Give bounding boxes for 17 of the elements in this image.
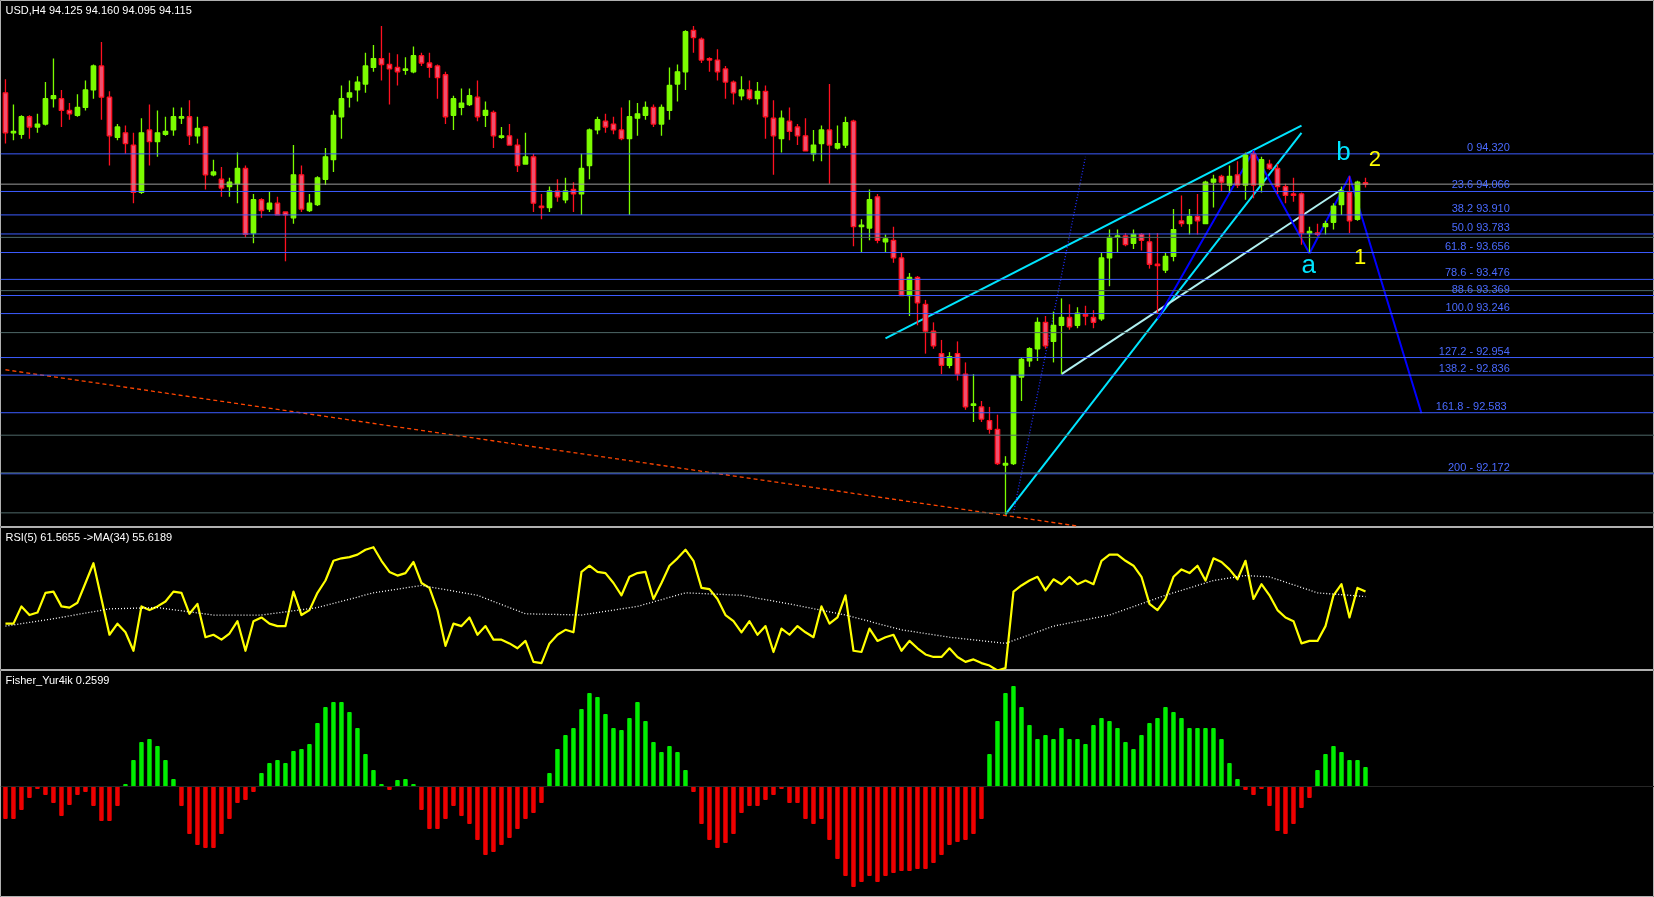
text: 0 94.320 [1466,140,1510,153]
text: 78.6 - 93.476 [1444,266,1510,279]
chart-title: RSI(5) 61.5655 ->MA(34) 55.6189 [5,530,173,543]
text: 23.6 94.066 [1451,178,1510,191]
text: 50.0 93.783 [1451,220,1510,233]
text: 38.2 93.910 [1451,201,1510,214]
annotation: a [1301,249,1317,279]
text: 200 - 92.172 [1448,460,1510,473]
text: 138.2 - 92.836 [1438,362,1510,375]
chart-title: USD,H4 94.125 94.160 94.095 94.115 [5,3,192,16]
text: 100.0 93.246 [1445,300,1510,313]
text: 61.8 - 93.656 [1444,239,1510,252]
text: 161.8 - 92.583 [1435,399,1507,412]
text: 127.2 - 92.954 [1438,344,1510,357]
chart-title: Fisher_Yur4ik 0.2599 [5,673,110,686]
text: 88.6 93.369 [1451,282,1510,295]
annotation: 2 [1368,146,1382,172]
